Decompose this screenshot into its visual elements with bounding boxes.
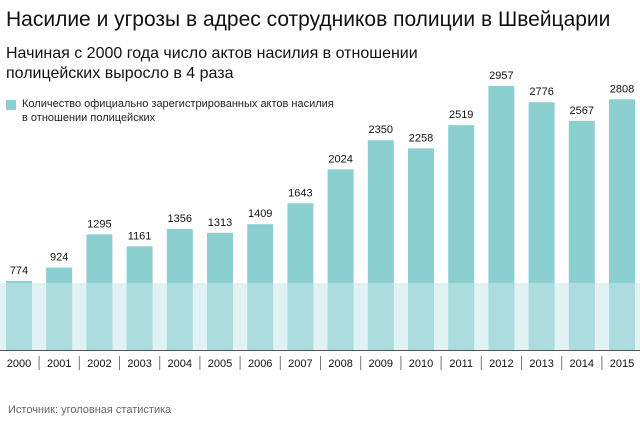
- chart-title: Насилие и угрозы в адрес сотрудников пол…: [6, 8, 611, 31]
- value-label-2003: 1161: [128, 230, 152, 242]
- tick-label-2015: 2015: [610, 358, 634, 370]
- tick-label-2013: 2013: [529, 358, 553, 370]
- tick-label-2000: 2000: [7, 358, 31, 370]
- value-label-2010: 2258: [409, 132, 433, 144]
- value-label-2002: 1295: [87, 218, 111, 230]
- tick-label-2005: 2005: [208, 358, 232, 370]
- value-label-2008: 2024: [328, 153, 352, 165]
- tick-label-2014: 2014: [570, 358, 594, 370]
- tick-label-2012: 2012: [489, 358, 513, 370]
- tick-label-2004: 2004: [168, 358, 192, 370]
- legend-label: Количество официально зарегистрированных…: [22, 98, 334, 124]
- value-label-2001: 924: [50, 252, 68, 264]
- value-label-2007: 1643: [288, 187, 312, 199]
- value-label-2015: 2808: [610, 83, 634, 95]
- value-label-2011: 2519: [449, 109, 473, 121]
- chart-subtitle: Начиная с 2000 года число актов насилия …: [6, 45, 418, 82]
- tick-label-2007: 2007: [288, 358, 312, 370]
- tick-label-2011: 2011: [449, 358, 473, 370]
- highlight-band: [0, 283, 640, 350]
- value-label-2005: 1313: [208, 217, 232, 229]
- legend: Количество официально зарегистрированных…: [6, 97, 336, 125]
- tick-label-2008: 2008: [328, 358, 352, 370]
- value-label-2009: 2350: [369, 124, 393, 136]
- legend-swatch: [6, 100, 16, 110]
- value-labels: 774 924 1295 1161 1356 1313 1409 1643 2024 2350 22…: [10, 70, 634, 277]
- x-axis: 2000 2001 2002 2003 2004 2005 2006 2007 2008 2009…: [7, 356, 634, 370]
- tick-label-2002: 2002: [87, 358, 111, 370]
- tick-label-2006: 2006: [248, 358, 272, 370]
- value-label-2006: 1409: [248, 208, 272, 220]
- tick-label-2001: 2001: [47, 358, 71, 370]
- value-label-2014: 2567: [570, 105, 594, 117]
- tick-label-2009: 2009: [369, 358, 393, 370]
- value-label-2012: 2957: [489, 70, 513, 82]
- source-note: Источник: уголовная статистика: [8, 404, 172, 416]
- bar-chart: 774 924 1295 1161 1356 1313 1409 1643 2024 2350 22…: [0, 70, 640, 370]
- value-label-2013: 2776: [529, 86, 553, 98]
- value-label-2004: 1356: [168, 213, 192, 225]
- tick-label-2010: 2010: [409, 358, 433, 370]
- value-label-2000: 774: [10, 265, 28, 277]
- tick-label-2003: 2003: [127, 358, 151, 370]
